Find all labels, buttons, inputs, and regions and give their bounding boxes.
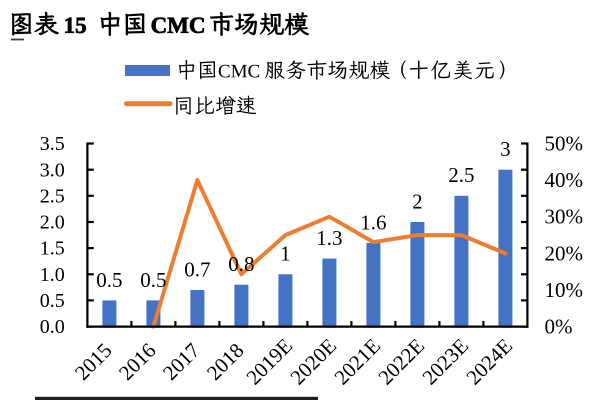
svg-text:0.8: 0.8 xyxy=(228,252,254,276)
svg-text:1.0: 1.0 xyxy=(40,264,65,286)
svg-text:0.5: 0.5 xyxy=(40,290,65,312)
svg-text:1.5: 1.5 xyxy=(40,238,65,260)
svg-text:10%: 10% xyxy=(545,278,584,302)
svg-text:1: 1 xyxy=(280,242,291,266)
svg-text:2.0: 2.0 xyxy=(40,212,65,234)
svg-text:20%: 20% xyxy=(545,241,584,265)
svg-text:0.0: 0.0 xyxy=(40,316,65,338)
svg-text:2.5: 2.5 xyxy=(448,163,474,187)
svg-text:3.0: 3.0 xyxy=(40,159,65,181)
svg-text:50%: 50% xyxy=(545,131,584,155)
svg-text:0.7: 0.7 xyxy=(184,257,210,281)
svg-text:1.6: 1.6 xyxy=(360,210,386,234)
svg-text:2: 2 xyxy=(412,189,423,213)
svg-text:3.5: 3.5 xyxy=(40,133,65,155)
svg-text:0.5: 0.5 xyxy=(140,268,166,292)
svg-text:30%: 30% xyxy=(545,205,584,229)
svg-text:40%: 40% xyxy=(545,168,584,192)
svg-text:3: 3 xyxy=(500,137,511,161)
svg-text:1.3: 1.3 xyxy=(316,226,342,250)
svg-text:2.5: 2.5 xyxy=(40,185,65,207)
svg-text:0%: 0% xyxy=(545,315,573,339)
svg-text:0.5: 0.5 xyxy=(96,268,122,292)
